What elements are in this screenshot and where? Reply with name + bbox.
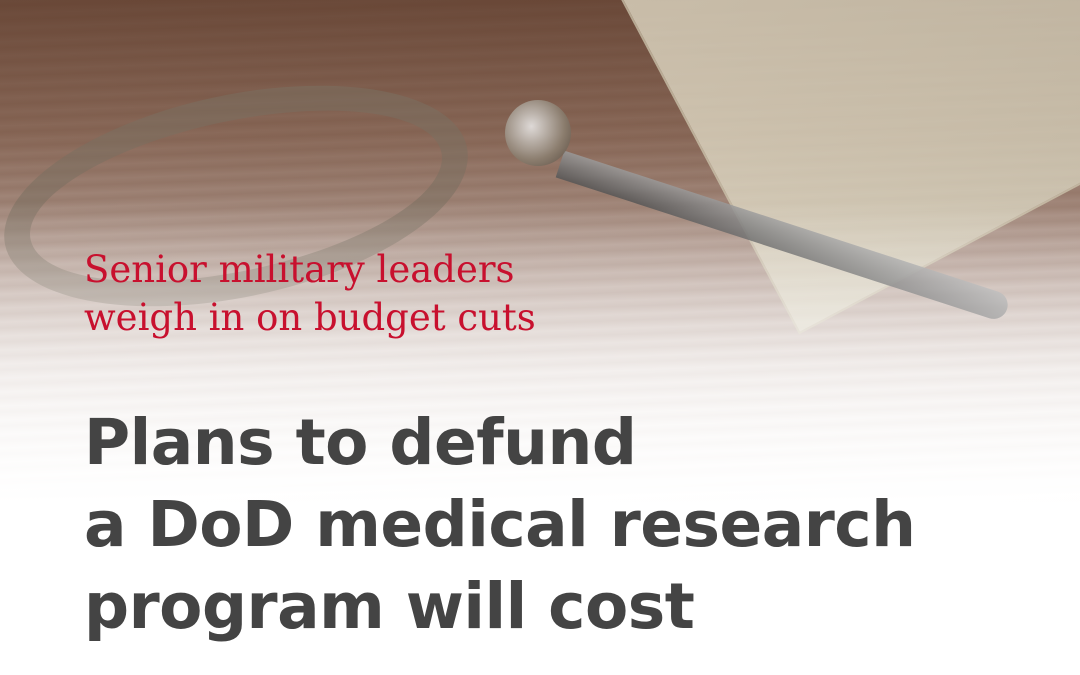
headline: Plans to defund a DoD medical research p… [84, 402, 916, 648]
headline-line: Plans to defund [84, 406, 637, 479]
subtitle-line: Senior military leaders [84, 248, 515, 291]
subtitle: Senior military leaders weigh in on budg… [84, 246, 536, 342]
subtitle-line: weigh in on budget cuts [84, 296, 536, 339]
headline-line: program will cost [84, 570, 695, 643]
headline-line: a DoD medical research [84, 488, 916, 561]
